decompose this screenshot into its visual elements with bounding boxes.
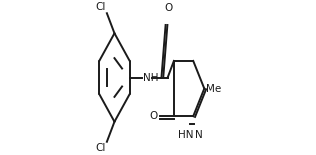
Text: NH: NH (143, 73, 158, 82)
Text: O: O (150, 111, 158, 121)
Text: Me: Me (206, 84, 222, 94)
Text: O: O (164, 3, 173, 13)
Text: Cl: Cl (96, 143, 106, 153)
Text: HN: HN (178, 130, 193, 140)
Text: Cl: Cl (96, 2, 106, 12)
Text: N: N (195, 130, 202, 140)
